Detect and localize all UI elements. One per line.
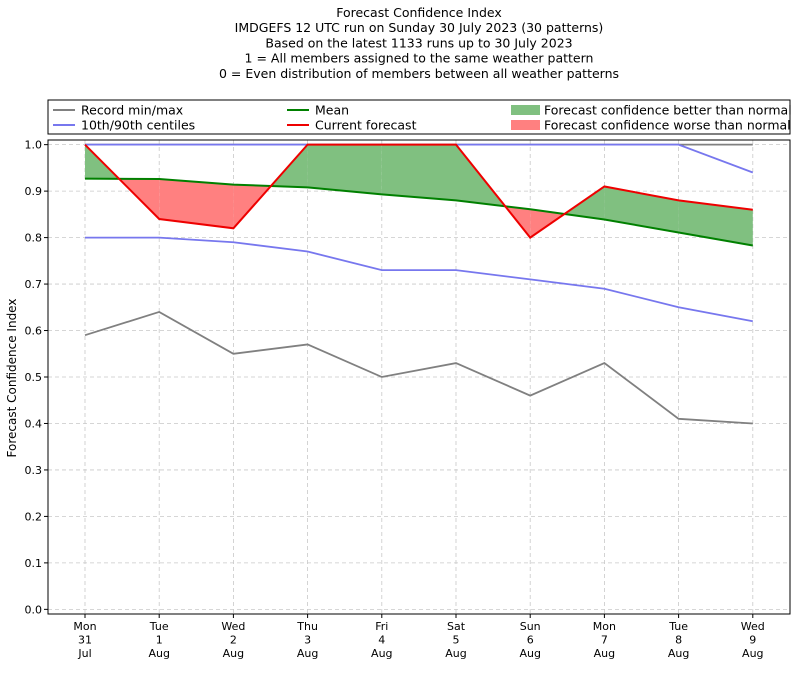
fill-better-than-normal (564, 186, 605, 220)
title-line: IMDGEFS 12 UTC run on Sunday 30 July 202… (235, 20, 604, 35)
x-tick-label: 1 (156, 634, 163, 647)
title-line: Based on the latest 1133 runs up to 30 J… (265, 35, 572, 50)
x-tick-label: Aug (594, 647, 615, 660)
x-tick-label: 3 (304, 634, 311, 647)
x-tick-label: Sun (520, 620, 541, 633)
title-line: Forecast Confidence Index (336, 5, 502, 20)
x-tick-label: 4 (378, 634, 385, 647)
y-tick-label: 0.9 (25, 185, 43, 198)
legend-swatch (511, 105, 540, 115)
x-tick-label: Thu (296, 620, 318, 633)
x-tick-label: Wed (221, 620, 245, 633)
series-line-record-min (84, 310, 753, 425)
x-tick-label: Mon (593, 620, 616, 633)
series-line-current (84, 143, 753, 239)
y-tick-label: 0.7 (25, 278, 43, 291)
x-tick-label: Aug (223, 647, 244, 660)
x-tick-label: Mon (73, 620, 96, 633)
y-axis-label: Forecast Confidence Index (5, 299, 19, 458)
x-tick-label: Jul (77, 647, 91, 660)
y-tick-label: 0.6 (25, 325, 43, 338)
title-line: 0 = Even distribution of members between… (219, 66, 619, 81)
x-tick-label: 9 (749, 634, 756, 647)
x-tick-label: Aug (742, 647, 763, 660)
y-tick-label: 0.3 (25, 464, 43, 477)
x-tick-label: Wed (741, 620, 765, 633)
x-tick-label: Tue (668, 620, 688, 633)
x-tick-label: 7 (601, 634, 608, 647)
legend-label: Current forecast (315, 118, 417, 133)
series-line-mean (84, 177, 753, 247)
x-tick-label: 2 (230, 634, 237, 647)
x-tick-label: Aug (371, 647, 392, 660)
fill-better-than-normal (604, 186, 679, 233)
y-tick-label: 0.2 (25, 510, 43, 523)
plot-area: 0.00.10.20.30.40.50.60.70.80.91.0Mon31Ju… (25, 139, 791, 660)
x-tick-label: 5 (453, 634, 460, 647)
x-tick-label: 8 (675, 634, 682, 647)
series-line-p10 (85, 236, 753, 323)
x-tick-label: Tue (149, 620, 169, 633)
y-tick-label: 0.5 (25, 371, 43, 384)
x-tick-label: Aug (148, 647, 169, 660)
fill-worse-than-normal (159, 179, 234, 229)
x-tick-label: Aug (519, 647, 540, 660)
legend-label: Forecast confidence worse than normal (544, 118, 791, 133)
x-tick-label: 6 (527, 634, 534, 647)
x-tick-label: 31 (78, 634, 92, 647)
x-tick-label: Aug (297, 647, 318, 660)
x-tick-label: Aug (668, 647, 689, 660)
y-tick-label: 0.8 (25, 232, 43, 245)
x-tick-label: Sat (447, 620, 466, 633)
fill-better-than-normal (678, 200, 753, 246)
legend-frame (47, 99, 791, 135)
legend-label: 10th/90th centiles (81, 118, 195, 133)
y-tick-label: 0.0 (25, 603, 43, 616)
title-line: 1 = All members assigned to the same wea… (245, 51, 594, 66)
legend-swatch (511, 120, 540, 130)
legend-label: Forecast confidence better than normal (544, 103, 792, 118)
legend-label: Mean (315, 103, 349, 118)
y-tick-label: 1.0 (25, 139, 43, 152)
y-tick-label: 0.1 (25, 557, 43, 570)
legend-label: Record min/max (81, 103, 183, 118)
y-tick-label: 0.4 (25, 417, 43, 430)
fill-better-than-normal (381, 144, 456, 201)
fill-better-than-normal (307, 144, 382, 195)
x-tick-label: Fri (375, 620, 388, 633)
x-tick-label: Aug (445, 647, 466, 660)
